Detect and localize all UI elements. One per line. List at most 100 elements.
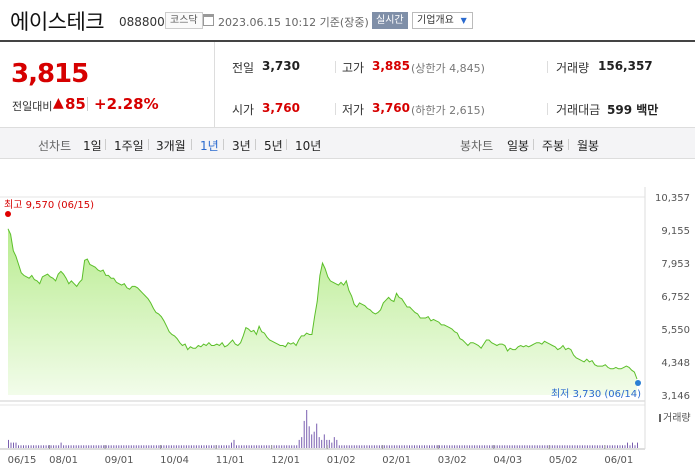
divider: [533, 139, 534, 150]
volume-bar: [123, 445, 125, 448]
volume-bar: [556, 445, 558, 448]
volume-bar: [266, 445, 268, 448]
volume-bar: [363, 445, 365, 448]
volume-bar: [226, 445, 227, 448]
volume-bar: [135, 445, 137, 448]
lower-limit: (하한가 2,615): [411, 104, 485, 117]
volume-bar: [30, 445, 32, 448]
volume-bar: [128, 445, 130, 448]
volume-bar: [424, 445, 425, 448]
low-marker: [635, 379, 641, 386]
volume-bar: [409, 445, 410, 448]
volume-bar: [195, 445, 197, 448]
y-tick-label: 9,155: [661, 226, 690, 237]
volume-bar: [584, 445, 586, 448]
volume-bar: [180, 445, 182, 448]
volume-bar: [509, 445, 511, 448]
candle-monthly[interactable]: 월봉: [577, 139, 600, 153]
volume-bar: [416, 445, 418, 448]
volume-bar: [321, 439, 323, 448]
volume-bar: [338, 445, 340, 448]
volume-bar: [371, 445, 373, 448]
candle-weekly[interactable]: 주봉: [542, 139, 565, 153]
volume-bar: [153, 445, 155, 448]
volume-bar: [343, 445, 345, 448]
divider: [223, 139, 224, 150]
high-marker: [5, 211, 11, 217]
volume-bar: [60, 442, 62, 448]
volume-bar: [439, 445, 440, 448]
volume-bar: [341, 445, 343, 448]
volume-bar: [75, 445, 77, 448]
price-summary: 3,815 전일대비 ▲ 85 +2.28% 전일 3,730 고가 3,885…: [0, 40, 695, 128]
company-info-dropdown[interactable]: 기업개요 ▼: [412, 12, 473, 29]
volume-bar: [531, 445, 533, 448]
volume-value: 156,357: [598, 59, 653, 73]
period-1w[interactable]: 1주일: [114, 139, 144, 153]
volume-bar: [190, 445, 192, 448]
period-1d[interactable]: 1일: [83, 139, 102, 153]
x-tick-label: 08/01: [49, 455, 78, 466]
volume-bar: [346, 445, 348, 448]
volume-bar: [15, 442, 17, 448]
volume-bar: [236, 445, 237, 448]
period-3y[interactable]: 3년: [232, 139, 251, 153]
volume-bar: [544, 445, 546, 448]
divider: [191, 139, 192, 150]
volume-bar: [53, 445, 55, 448]
volume-bar: [571, 445, 573, 448]
period-5y[interactable]: 5년: [264, 139, 283, 153]
change-label: 전일대비: [12, 100, 53, 113]
x-tick-label: 06/01: [604, 455, 633, 466]
volume-bar: [28, 445, 29, 448]
calendar-icon: [203, 14, 214, 26]
volume-bar: [466, 445, 468, 448]
volume-bar: [454, 445, 456, 448]
x-tick-label: 03/02: [438, 455, 467, 466]
x-tick-label: 01/02: [327, 455, 356, 466]
volume-bar: [221, 445, 222, 448]
volume-bar: [596, 445, 598, 448]
divider: [568, 139, 569, 150]
volume-bar: [599, 445, 601, 448]
period-3m[interactable]: 3개월: [156, 139, 186, 153]
volume-bar: [326, 439, 328, 448]
period-1y[interactable]: 1년: [200, 139, 219, 153]
realtime-badge[interactable]: 실시간: [372, 12, 408, 29]
period-10y[interactable]: 10년: [295, 139, 322, 153]
volume-bar: [624, 445, 626, 448]
volume-bar: [103, 445, 105, 448]
volume-bar: [501, 445, 503, 448]
volume-bar: [165, 445, 167, 448]
volume-bar: [18, 445, 19, 448]
volume-bar: [145, 445, 147, 448]
volume-bar: [622, 445, 623, 448]
volume-bar: [559, 445, 561, 448]
volume-bar: [464, 445, 466, 448]
volume-bar: [516, 445, 518, 448]
y-tick-label: 5,550: [661, 325, 690, 336]
volume-bar: [529, 445, 531, 448]
volume-bar: [178, 445, 180, 448]
volume-bar: [188, 445, 190, 448]
volume-bar: [198, 445, 200, 448]
price-chart[interactable]: 10,357 9,155 7,953 6,752 5,550 4,348 3,146 06/…: [0, 159, 695, 474]
volume-bar: [155, 445, 157, 448]
volume-bar: [386, 445, 388, 448]
volume-bar: [506, 445, 508, 448]
volume-bar: [246, 445, 248, 448]
divider: [214, 42, 215, 128]
volume-bar: [504, 445, 506, 448]
amount-value: 599 백만: [607, 103, 659, 117]
volume-bar: [175, 445, 177, 448]
volume-bar: [20, 445, 22, 448]
divider: [335, 103, 336, 115]
volume-bar: [521, 445, 523, 448]
amount-label: 거래대금: [556, 103, 601, 117]
volume-bar: [441, 445, 443, 448]
volume-bar: [323, 434, 325, 448]
volume-bar: [120, 445, 122, 448]
volume-bar: [201, 445, 202, 448]
volume-bar: [356, 445, 358, 448]
candle-daily[interactable]: 일봉: [507, 139, 530, 153]
